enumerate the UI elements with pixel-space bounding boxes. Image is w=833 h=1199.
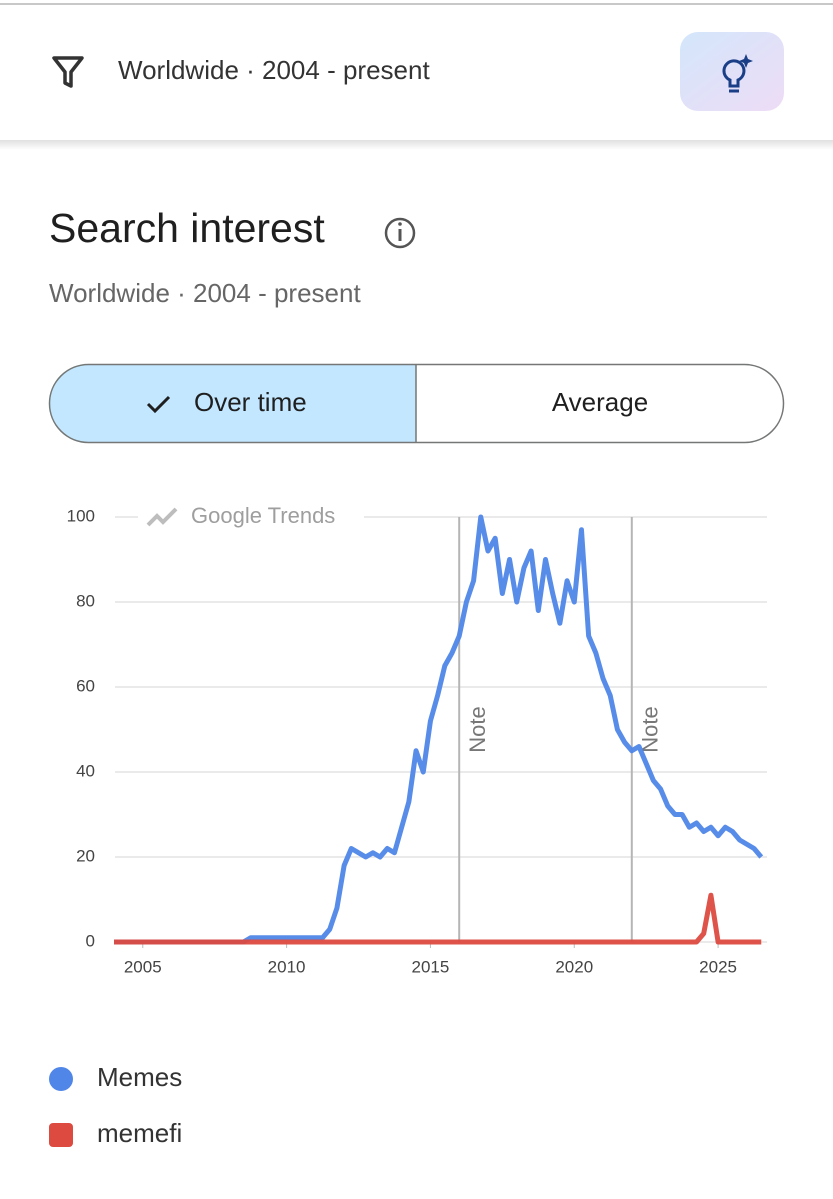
y-tick-label: 100 [67, 506, 95, 525]
y-tick-label: 60 [76, 676, 95, 695]
x-tick-label: 2020 [555, 957, 593, 976]
header-shadow [0, 140, 833, 150]
tab-over-time[interactable]: Over time [194, 387, 307, 417]
x-tick-label: 2005 [124, 957, 162, 976]
chart: 0 20 40 60 80 100 2005 2010 2015 2020 2025 Google T… [49, 503, 767, 1148]
ai-button-bg[interactable] [680, 32, 784, 111]
x-tick-label: 2015 [412, 957, 450, 976]
ai-button[interactable] [680, 32, 784, 111]
y-tick-label: 20 [76, 846, 95, 865]
info-icon[interactable] [384, 217, 416, 249]
section-title: Search interest [49, 205, 325, 251]
legend-label: Memes [97, 1062, 182, 1092]
x-tick-label: 2025 [699, 957, 737, 976]
y-tick-label: 40 [76, 761, 95, 780]
filter-icon[interactable] [52, 56, 84, 88]
x-tick-label: 2010 [268, 957, 306, 976]
series-line [114, 892, 762, 945]
legend-swatch [49, 1067, 73, 1091]
info-dot [398, 222, 402, 226]
note-label: Note [638, 706, 663, 752]
watermark: Google Trends [191, 503, 335, 528]
tab-average[interactable]: Average [552, 387, 648, 417]
watermark-bg [138, 503, 364, 531]
tab-selected-bg[interactable] [49, 364, 416, 442]
location-filter[interactable]: Worldwide · 2004 - present [118, 55, 430, 85]
section-subtitle: Worldwide · 2004 - present [49, 278, 361, 308]
y-tick-label: 80 [76, 591, 95, 610]
legend-swatch [49, 1123, 73, 1147]
info-circle[interactable] [384, 217, 416, 249]
check-icon [146, 395, 171, 414]
series-line [114, 514, 764, 945]
y-tick-label: 0 [86, 931, 95, 950]
bulb-icon [722, 59, 746, 88]
sparkle-icon [739, 54, 753, 68]
trends-icon [146, 507, 178, 527]
legend-label: memefi [97, 1118, 182, 1148]
top-border [0, 3, 833, 5]
note-label: Note [465, 706, 490, 752]
